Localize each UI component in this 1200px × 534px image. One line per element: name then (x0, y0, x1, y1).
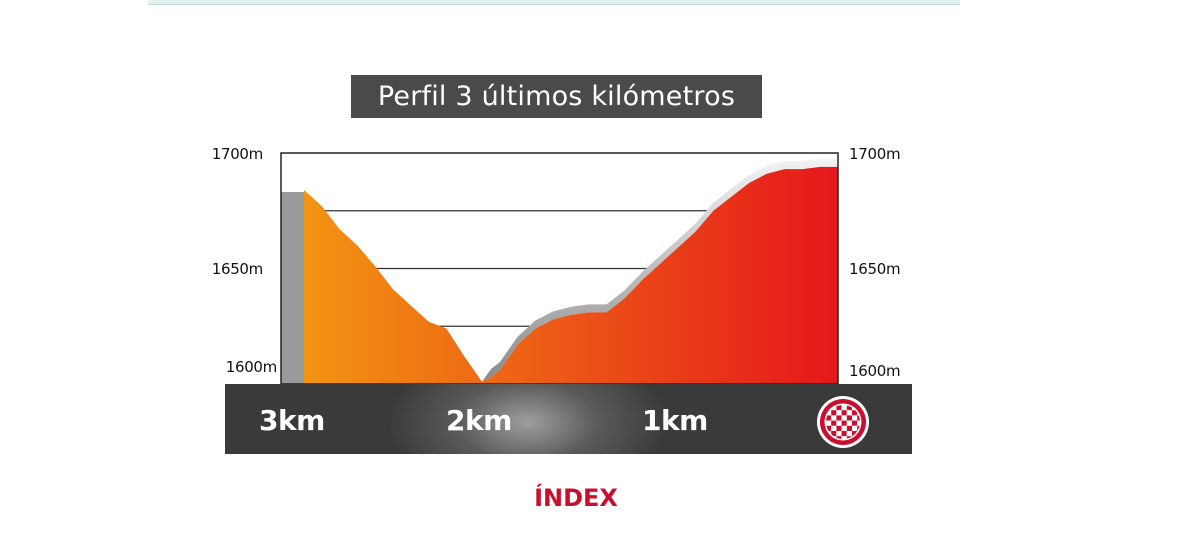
x-tick-label-3km: 3km (259, 404, 325, 437)
chart-title: Perfil 3 últimos kilómetros (351, 75, 762, 118)
y-tick-label-left-1600: 1600m (225, 358, 278, 376)
profile-point (463, 355, 465, 357)
top-strip (148, 0, 960, 5)
profile-point (481, 381, 483, 383)
profile-point (713, 210, 715, 212)
profile-point (552, 319, 554, 321)
x-tick-label-1km: 1km (642, 404, 708, 437)
y-tick-label-right-1700: 1700m (849, 145, 901, 163)
profile-point (677, 247, 679, 249)
profile-point (659, 263, 661, 265)
profile-point (517, 344, 519, 346)
y-tick-label-right-1600: 1600m (849, 362, 901, 380)
start-block (281, 192, 304, 384)
profile-point (624, 298, 626, 300)
profile-point (748, 182, 750, 184)
profile-point (606, 312, 608, 314)
km-scale-bar (225, 384, 912, 454)
elevation-profile-area (304, 166, 838, 384)
profile-point (819, 166, 821, 168)
profile-point (392, 288, 394, 290)
profile-point (339, 228, 341, 230)
profile-relief-shade (304, 158, 838, 382)
profile-point (695, 231, 697, 233)
profile-point (784, 168, 786, 170)
profile-area-layer (303, 166, 838, 384)
profile-point (410, 305, 412, 307)
x-tick-label-2km: 2km (446, 404, 512, 437)
profile-point (374, 265, 376, 267)
profile-point (428, 321, 430, 323)
profile-point (641, 279, 643, 281)
profile-point (588, 312, 590, 314)
checkered-flag-icon (817, 396, 869, 448)
profile-shade-layer (304, 158, 838, 382)
y-tick-label-left-1650: 1650m (211, 260, 264, 278)
profile-point (570, 314, 572, 316)
profile-point (446, 328, 448, 330)
profile-point (730, 196, 732, 198)
profile-point (766, 173, 768, 175)
profile-point (357, 245, 359, 247)
y-tick-label-right-1650: 1650m (849, 260, 901, 278)
profile-point (499, 369, 501, 371)
profile-point (303, 189, 305, 191)
profile-point (321, 205, 323, 207)
profile-point (535, 328, 537, 330)
profile-point (802, 168, 804, 170)
profile-point (490, 376, 492, 378)
y-tick-label-left-1700: 1700m (211, 145, 264, 163)
index-link[interactable]: ÍNDEX (534, 484, 618, 512)
